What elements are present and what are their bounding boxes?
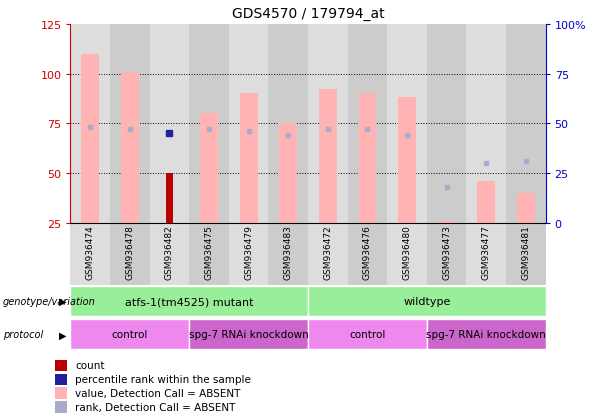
Bar	[506, 25, 546, 223]
Bar	[427, 25, 466, 223]
Text: GSM936482: GSM936482	[165, 225, 174, 280]
Bar	[359, 94, 376, 223]
Text: GSM936472: GSM936472	[323, 225, 332, 280]
Bar	[478, 181, 495, 223]
Text: GSM936479: GSM936479	[244, 225, 253, 280]
Bar	[55, 360, 67, 371]
Bar	[189, 25, 229, 223]
Text: value, Detection Call = ABSENT: value, Detection Call = ABSENT	[75, 388, 240, 398]
Text: genotype/variation: genotype/variation	[3, 297, 96, 306]
Bar	[308, 223, 348, 285]
Bar	[110, 223, 150, 285]
Bar	[55, 387, 67, 399]
Bar	[121, 72, 139, 223]
Bar	[166, 173, 173, 223]
Text: GSM936473: GSM936473	[442, 225, 451, 280]
Bar	[70, 320, 189, 349]
Bar	[517, 193, 535, 223]
Bar	[82, 55, 99, 223]
Bar	[319, 90, 337, 223]
Text: protocol: protocol	[3, 330, 44, 339]
Bar	[229, 223, 268, 285]
Text: GSM936474: GSM936474	[86, 225, 95, 280]
Bar	[70, 223, 110, 285]
Text: count: count	[75, 361, 104, 370]
Text: GSM936475: GSM936475	[205, 225, 213, 280]
Text: atfs-1(tm4525) mutant: atfs-1(tm4525) mutant	[125, 297, 254, 306]
Text: GSM936478: GSM936478	[126, 225, 134, 280]
Text: GSM936480: GSM936480	[403, 225, 411, 280]
Text: GSM936483: GSM936483	[284, 225, 293, 280]
Text: percentile rank within the sample: percentile rank within the sample	[75, 375, 251, 385]
Text: control: control	[112, 330, 148, 339]
Bar	[189, 320, 308, 349]
Text: rank, Detection Call = ABSENT: rank, Detection Call = ABSENT	[75, 402, 235, 412]
Bar	[438, 221, 455, 223]
Bar	[308, 320, 427, 349]
Bar	[268, 223, 308, 285]
Text: spg-7 RNAi knockdown: spg-7 RNAi knockdown	[189, 330, 308, 339]
Bar	[229, 25, 268, 223]
Bar	[506, 223, 546, 285]
Bar	[240, 94, 257, 223]
Bar	[70, 287, 308, 316]
Text: GSM936481: GSM936481	[521, 225, 530, 280]
Bar	[348, 223, 387, 285]
Bar	[268, 25, 308, 223]
Bar	[427, 223, 466, 285]
Bar	[280, 124, 297, 223]
Bar	[70, 25, 110, 223]
Bar	[55, 374, 67, 385]
Bar	[348, 25, 387, 223]
Bar	[189, 223, 229, 285]
Text: wildtype: wildtype	[403, 297, 451, 306]
Bar	[200, 114, 218, 223]
Bar	[150, 25, 189, 223]
Bar	[398, 98, 416, 223]
Text: control: control	[349, 330, 386, 339]
Text: GSM936477: GSM936477	[482, 225, 490, 280]
Bar	[308, 25, 348, 223]
Text: GSM936476: GSM936476	[363, 225, 372, 280]
Bar	[387, 25, 427, 223]
Text: ▶: ▶	[59, 297, 66, 306]
Bar	[308, 287, 546, 316]
Bar	[387, 223, 427, 285]
Text: ▶: ▶	[59, 330, 66, 339]
Title: GDS4570 / 179794_at: GDS4570 / 179794_at	[232, 7, 384, 21]
Bar	[150, 223, 189, 285]
Bar	[427, 320, 546, 349]
Bar	[110, 25, 150, 223]
Bar	[466, 223, 506, 285]
Bar	[466, 25, 506, 223]
Bar	[55, 401, 67, 413]
Text: spg-7 RNAi knockdown: spg-7 RNAi knockdown	[426, 330, 546, 339]
